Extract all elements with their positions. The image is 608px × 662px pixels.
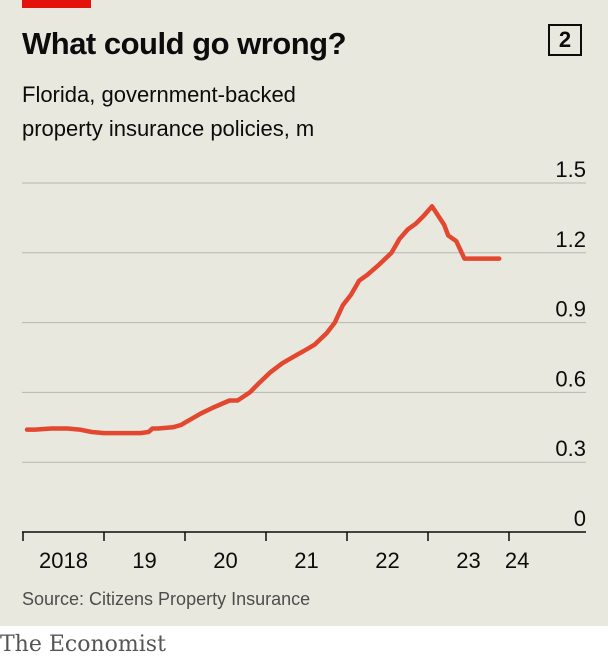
x-tick-label: 22	[375, 548, 399, 573]
y-tick-label: 1.2	[555, 227, 586, 252]
line-chart: 0 0.3 0.6 0.9 1.2 1.5 2018 19 20 21 22 23 24	[22, 157, 586, 573]
chart-number-badge: 2	[548, 24, 582, 56]
chart-title: What could go wrong?	[22, 26, 347, 61]
y-tick-label: 0.3	[555, 436, 586, 461]
chart-panel	[0, 0, 608, 626]
chart-subtitle-line-2: property insurance policies, m	[22, 116, 315, 141]
x-tick-label: 24	[505, 548, 529, 573]
y-tick-label: 0.6	[555, 366, 586, 391]
x-tick-label: 20	[213, 548, 237, 573]
y-tick-label: 1.5	[555, 157, 586, 182]
series-line-policies	[24, 204, 502, 436]
y-tick-label: 0	[574, 506, 586, 531]
source-note: Source: Citizens Property Insurance	[22, 589, 311, 609]
x-tick-label: 21	[294, 548, 318, 573]
x-tick-label: 19	[132, 548, 156, 573]
publisher-logo: The Economist	[0, 632, 166, 657]
x-tick-label: 2018	[39, 548, 88, 573]
brand-red-tag	[22, 0, 91, 8]
chart-subtitle-line-1: Florida, government-backed	[22, 82, 296, 107]
y-tick-label: 0.9	[555, 297, 586, 322]
x-tick-label: 23	[456, 548, 480, 573]
